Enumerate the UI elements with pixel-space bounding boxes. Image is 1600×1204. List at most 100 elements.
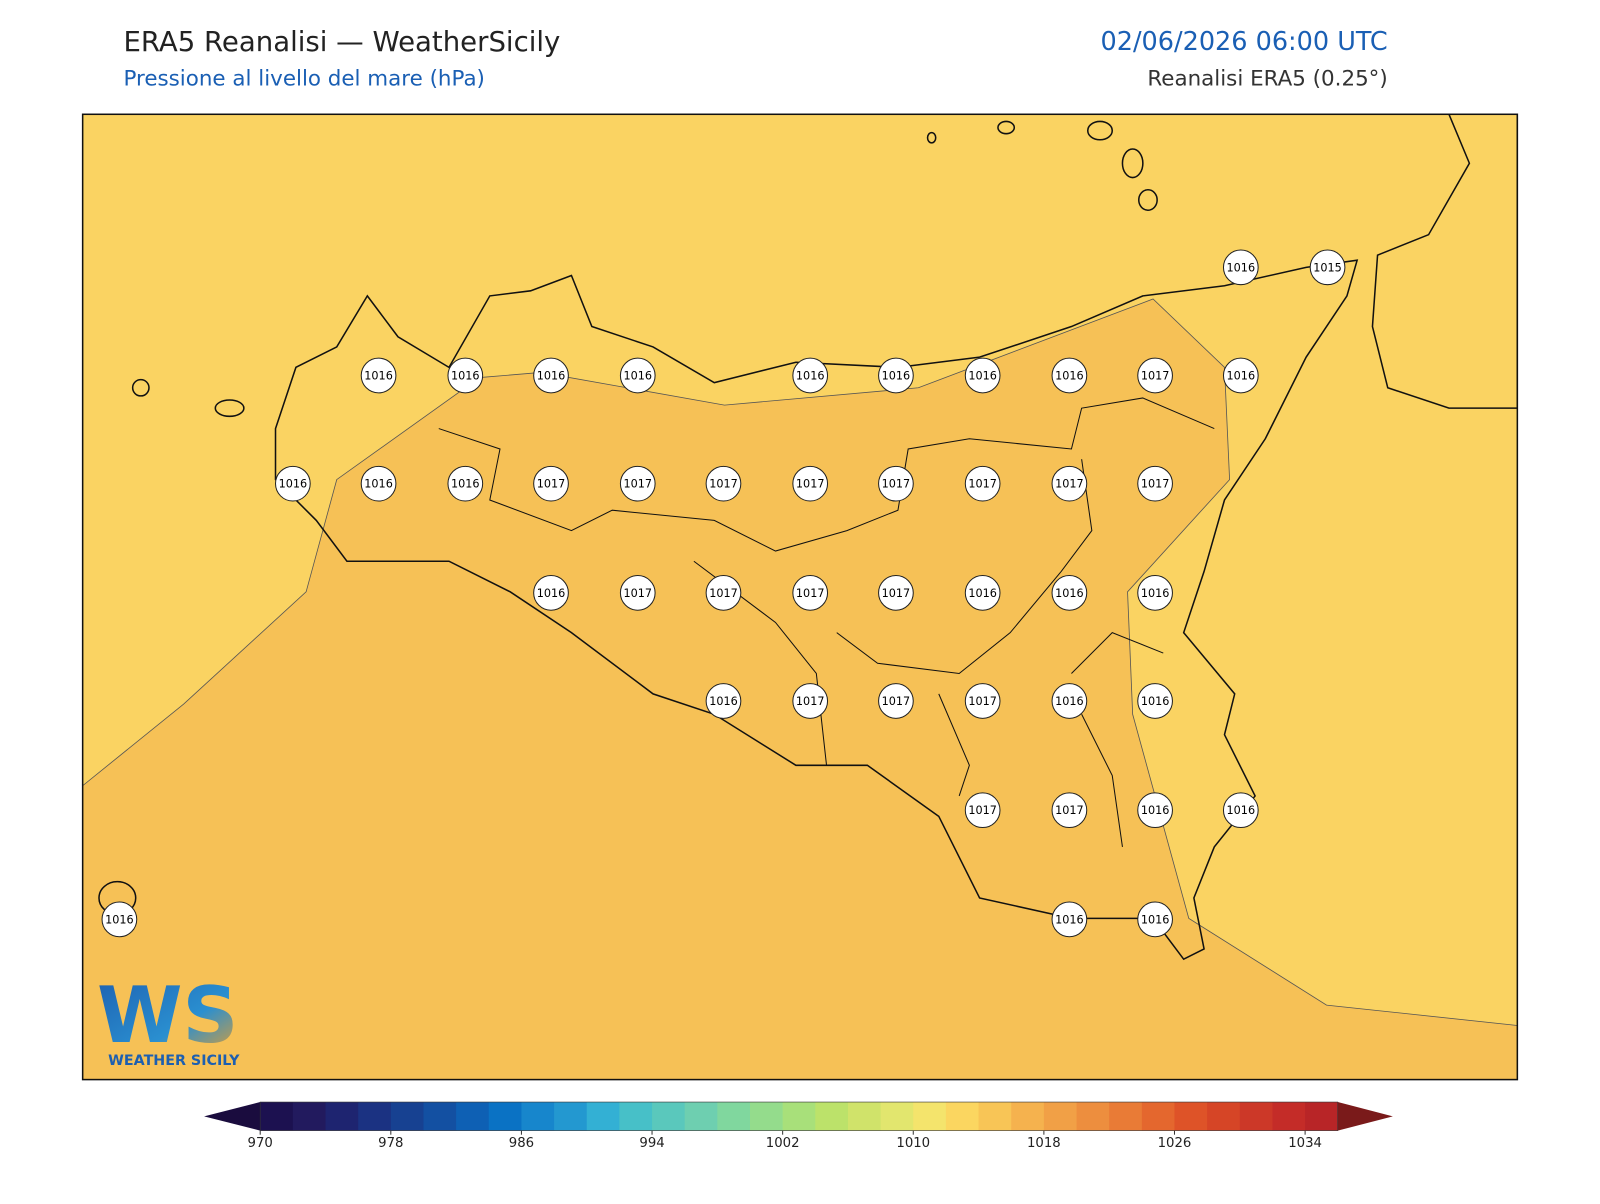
station-marker [878,575,914,611]
colorbar-bin [1011,1102,1045,1131]
station-value: 1016 [537,587,566,600]
station-marker [792,575,829,611]
station-value: 1016 [1055,913,1084,926]
province-borders [438,397,1215,848]
station-marker [1137,792,1173,829]
station-value: 1016 [1055,695,1084,708]
colorbar-tick-label: 1010 [896,1136,930,1151]
station-value: 1017 [796,587,825,600]
station-value: 1017 [882,478,911,491]
station-marker [792,465,829,502]
colorbar-bin [325,1102,359,1131]
map: 1016 1015 1016 1016 1016 1016 1016 1016 1016 1016… [82,114,1518,1080]
colorbar-tick-label: 970 [248,1136,273,1151]
station-marker [533,465,569,502]
station-value: 1016 [1055,370,1084,383]
colorbar-bin [1076,1102,1110,1131]
station-marker [964,465,1001,502]
colorbar-bin [423,1102,457,1131]
station-value: 1015 [1313,261,1342,274]
station-value: 1016 [1141,913,1170,926]
station-marker [878,357,914,394]
colorbar-tick-label: 1034 [1288,1136,1322,1151]
datetime: 02/06/2026 06:00 UTC [1101,27,1388,57]
station-value: 1016 [364,370,393,383]
colorbar-bin [1043,1102,1078,1131]
station-marker [1051,901,1088,938]
station-value: 1016 [1227,370,1256,383]
station-value: 1017 [623,478,652,491]
station-marker [533,575,569,611]
station-marker [447,465,484,502]
colorbar-bin [1272,1102,1306,1131]
station-marker [705,683,742,719]
station-marker [878,465,914,502]
station-value: 1017 [1055,804,1084,817]
map-frame [81,113,1519,1081]
station-marker [705,575,742,611]
colorbar-bin [1109,1102,1143,1131]
colorbar-bin [684,1102,718,1131]
station-value: 1017 [968,804,997,817]
station-value: 1016 [364,478,393,491]
colorbar: 970 978 986 994 1002 1010 1018 1026 1034 [204,1101,1393,1151]
colorbar-bin [1174,1102,1208,1131]
colorbar-bin [390,1102,424,1131]
station-value: 1016 [1055,587,1084,600]
station-marker [1137,357,1173,394]
colorbar-bin [652,1102,686,1131]
station-marker [1137,575,1173,611]
colorbar-bin [292,1102,327,1131]
station-value: 1016 [451,478,480,491]
colorbar-bin [782,1102,816,1131]
station-marker [1309,249,1346,286]
colorbar-bin [717,1102,751,1131]
colorbar-bin [847,1102,882,1131]
colorbar-bin [750,1102,784,1131]
logo-name: WEATHER SICILY [108,1053,240,1069]
station-marker [275,465,311,502]
station-marker [619,357,656,394]
station-value: 1017 [882,695,911,708]
colorbar-bin [488,1102,522,1131]
colorbar-over [1337,1102,1393,1131]
title: ERA5 Reanalisi — WeatherSicily [123,26,560,58]
station-value: 1016 [1227,804,1256,817]
colorbar-bin [913,1102,947,1131]
station-marker [1051,792,1088,829]
sicily-coast [274,259,1359,961]
colorbar-tick-label: 978 [378,1136,403,1151]
station-value: 1016 [1227,261,1256,274]
station-marker [964,792,1001,829]
station-marker [1051,465,1088,502]
calabria-coast [1371,114,1518,409]
colorbar-bin [945,1102,980,1131]
station-value: 1016 [1141,695,1170,708]
station-marker [964,683,1001,719]
station-value: 1016 [623,370,652,383]
station-value: 1016 [968,587,997,600]
station-marker [1222,249,1259,286]
station-marker [964,575,1001,611]
subtitle: Pressione al livello del mare (hPa) [123,67,484,92]
colorbar-tick-label: 986 [509,1136,534,1151]
station-marker [360,465,397,502]
station-marker [1137,901,1173,938]
station-marker [619,575,656,611]
colorbar-bin [978,1102,1012,1131]
station-marker [792,357,829,394]
colorbar-bin [1239,1102,1273,1131]
station-value: 1016 [882,370,911,383]
station-value: 1016 [451,370,480,383]
station-value: 1016 [279,478,308,491]
colorbar-tick-label: 1026 [1158,1136,1192,1151]
station-value: 1016 [105,913,134,926]
colorbar-bin [619,1102,653,1131]
station-marker [1222,792,1259,829]
station-value: 1016 [968,370,997,383]
station-marker [619,465,656,502]
colorbar-bin [358,1102,392,1131]
station-marker [964,357,1001,394]
station-value: 1016 [1141,804,1170,817]
